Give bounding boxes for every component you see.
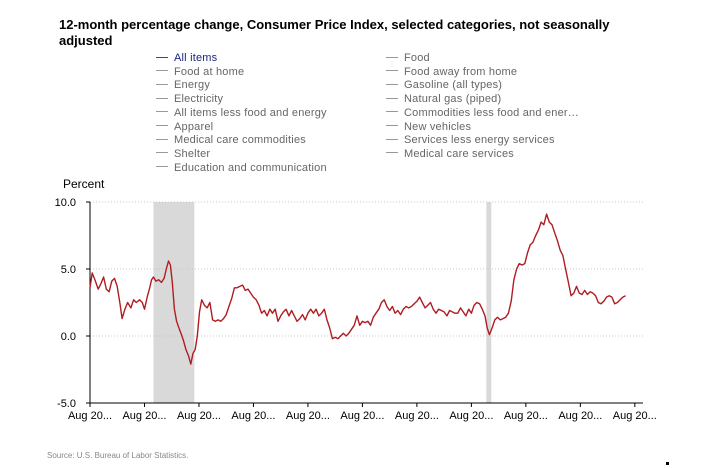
legend-item[interactable]: Commodities less food and ener…	[386, 107, 579, 120]
x-tick-label: Aug 20...	[231, 410, 275, 422]
y-tick-label: 10.0	[55, 197, 76, 209]
legend-swatch-icon	[156, 97, 168, 99]
x-tick-label: Aug 20...	[558, 410, 602, 422]
legend-label: Education and communication	[174, 161, 327, 174]
x-tick-label: Aug 20...	[613, 410, 657, 422]
legend-swatch-icon	[156, 152, 168, 154]
x-tick-label: Aug 20...	[395, 410, 439, 422]
legend-swatch-icon	[156, 83, 168, 85]
chart-title: 12-month percentage change, Consumer Pri…	[59, 17, 610, 48]
x-tick-label: Aug 20...	[177, 410, 221, 422]
legend-item[interactable]: Food	[386, 52, 430, 65]
legend-item[interactable]: Medical care services	[386, 148, 514, 161]
legend-label: All items less food and energy	[174, 106, 327, 119]
legend-item[interactable]: Education and communication	[156, 162, 327, 175]
legend-swatch-icon	[386, 138, 398, 140]
legend-item[interactable]: All items less food and energy	[156, 107, 327, 120]
legend-label: All items	[174, 52, 218, 64]
legend-swatch-icon	[156, 138, 168, 140]
legend-item[interactable]: All items	[156, 52, 217, 65]
legend-label: New vehicles	[404, 120, 472, 133]
x-tick-label: Aug 20...	[504, 410, 548, 422]
x-tick-label: Aug 20...	[286, 410, 330, 422]
legend-label: Medical care commodities	[174, 134, 306, 147]
y-tick-label: 0.0	[61, 331, 76, 343]
legend-label: Shelter	[174, 147, 211, 160]
legend-swatch-icon	[386, 56, 398, 58]
legend-item[interactable]: Shelter	[156, 148, 210, 161]
x-tick-label: Aug 20...	[122, 410, 166, 422]
legend-swatch-icon	[156, 56, 168, 58]
chart-legend: All items Food Food at home Food away from …	[156, 52, 636, 178]
legend-swatch-icon	[386, 111, 398, 113]
legend-swatch-icon	[386, 70, 398, 72]
legend-label: Energy	[174, 79, 211, 92]
legend-label: Natural gas (piped)	[404, 93, 502, 106]
legend-item[interactable]: New vehicles	[386, 121, 471, 134]
x-tick-label: Aug 20...	[340, 410, 384, 422]
legend-label: Medical care services	[404, 147, 514, 160]
legend-label: Services less energy services	[404, 134, 555, 147]
y-tick-label: 5.0	[61, 264, 76, 276]
legend-item[interactable]: Food away from home	[386, 66, 517, 79]
legend-label: Commodities less food and ener…	[404, 106, 579, 119]
y-axis-label: Percent	[63, 177, 105, 191]
legend-item[interactable]: Gasoline (all types)	[386, 79, 502, 92]
y-tick-label: -5.0	[57, 398, 76, 410]
line-chart: 10.0 5.0 0.0 -5.0 Percent Aug 20... Aug 20... A…	[55, 177, 657, 422]
legend-swatch-icon	[156, 125, 168, 127]
legend-label: Electricity	[174, 93, 224, 106]
x-tick-label: Aug 20...	[68, 410, 112, 422]
legend-label: Food	[404, 52, 430, 64]
legend-label: Food at home	[174, 65, 245, 78]
legend-item[interactable]: Services less energy services	[386, 134, 555, 147]
legend-item[interactable]: Natural gas (piped)	[386, 93, 501, 106]
recession-band	[486, 202, 492, 403]
legend-swatch-icon	[386, 83, 398, 85]
legend-swatch-icon	[156, 111, 168, 113]
legend-swatch-icon	[156, 166, 168, 168]
legend-label: Food away from home	[404, 65, 518, 78]
legend-swatch-icon	[156, 70, 168, 72]
legend-item[interactable]: Electricity	[156, 93, 223, 106]
legend-swatch-icon	[386, 125, 398, 127]
corner-dot	[666, 462, 669, 465]
series-line-all-items	[89, 213, 626, 365]
x-tick-label: Aug 20...	[449, 410, 493, 422]
legend-swatch-icon	[386, 97, 398, 99]
source-note: Source: U.S. Bureau of Labor Statistics.	[47, 451, 189, 460]
legend-label: Gasoline (all types)	[404, 79, 503, 92]
legend-item[interactable]: Apparel	[156, 121, 213, 134]
legend-item[interactable]: Energy	[156, 79, 210, 92]
legend-item[interactable]: Food at home	[156, 66, 244, 79]
legend-label: Apparel	[174, 120, 214, 133]
legend-swatch-icon	[386, 152, 398, 154]
legend-item[interactable]: Medical care commodities	[156, 134, 306, 147]
